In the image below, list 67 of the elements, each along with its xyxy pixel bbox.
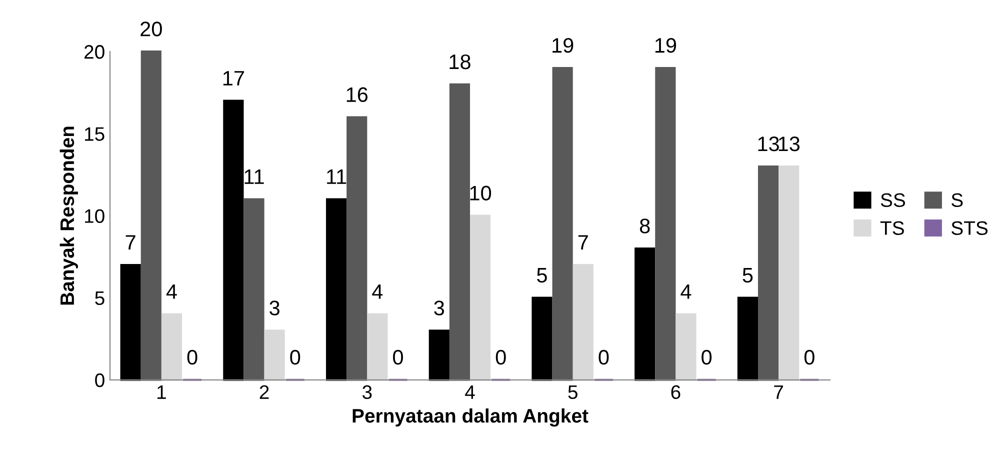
data-label: 19 bbox=[552, 38, 574, 53]
bar bbox=[223, 100, 244, 381]
data-label: 16 bbox=[346, 87, 368, 102]
bar bbox=[120, 264, 141, 381]
x-axis-title: Pernyataan dalam Angket bbox=[352, 408, 588, 427]
data-label: 0 bbox=[393, 350, 403, 365]
bar bbox=[470, 214, 491, 381]
data-label: 13 bbox=[778, 136, 800, 152]
bar bbox=[676, 313, 696, 381]
bar bbox=[428, 330, 450, 381]
data-label: 4 bbox=[680, 284, 692, 299]
data-label: 0 bbox=[804, 350, 814, 365]
data-label: 13 bbox=[758, 136, 779, 152]
y-tick-label: 15 bbox=[84, 127, 104, 141]
bar bbox=[552, 66, 573, 381]
y-tick-label: 20 bbox=[84, 45, 104, 59]
legend-label: STS bbox=[952, 221, 988, 235]
data-label: 7 bbox=[126, 235, 136, 250]
data-label: 19 bbox=[655, 38, 676, 53]
data-label: 0 bbox=[187, 350, 198, 365]
legend-label: S bbox=[952, 193, 963, 208]
bar bbox=[367, 313, 388, 381]
x-tick-label: 2 bbox=[260, 385, 269, 399]
bar bbox=[634, 248, 656, 381]
y-tick-label: 0 bbox=[95, 373, 104, 388]
data-label: 11 bbox=[327, 170, 346, 184]
bar bbox=[572, 264, 594, 381]
data-label: 4 bbox=[166, 284, 177, 299]
legend-label: TS bbox=[880, 221, 904, 235]
bar bbox=[264, 330, 285, 381]
data-label: 0 bbox=[496, 350, 506, 365]
data-label: 3 bbox=[434, 300, 444, 316]
y-tick-label: 5 bbox=[95, 291, 104, 306]
bar bbox=[778, 165, 800, 381]
bar bbox=[244, 198, 264, 381]
bar bbox=[655, 66, 676, 381]
data-label: 10 bbox=[470, 186, 492, 201]
legend-label: SS bbox=[880, 193, 906, 208]
bar bbox=[346, 116, 368, 381]
x-tick-label: 3 bbox=[362, 385, 372, 400]
x-tick-label: 1 bbox=[158, 385, 166, 399]
data-label: 8 bbox=[640, 218, 650, 234]
bar bbox=[161, 313, 182, 381]
data-label: 3 bbox=[270, 300, 280, 316]
x-tick-label: 6 bbox=[671, 385, 680, 400]
data-label: 5 bbox=[537, 268, 547, 283]
x-tick-label: 7 bbox=[774, 385, 784, 399]
data-label: 0 bbox=[290, 350, 300, 365]
bar bbox=[449, 83, 470, 381]
data-label: 0 bbox=[702, 350, 712, 365]
bar bbox=[737, 296, 758, 381]
bar bbox=[326, 198, 347, 381]
data-label: 4 bbox=[372, 284, 383, 299]
y-tick-label: 10 bbox=[84, 209, 104, 223]
data-label: 11 bbox=[244, 170, 264, 184]
data-label: 7 bbox=[578, 235, 588, 250]
bar bbox=[140, 50, 162, 381]
data-label: 18 bbox=[450, 54, 470, 70]
y-axis-title: Banyak Responden bbox=[60, 126, 78, 305]
x-tick-label: 4 bbox=[465, 385, 475, 399]
data-label: 5 bbox=[742, 268, 753, 283]
bar bbox=[532, 296, 552, 381]
data-label: 0 bbox=[598, 350, 609, 365]
data-label: 20 bbox=[140, 22, 162, 36]
data-label: 17 bbox=[223, 71, 244, 86]
bar bbox=[758, 165, 779, 381]
x-tick-label: 5 bbox=[568, 385, 578, 400]
